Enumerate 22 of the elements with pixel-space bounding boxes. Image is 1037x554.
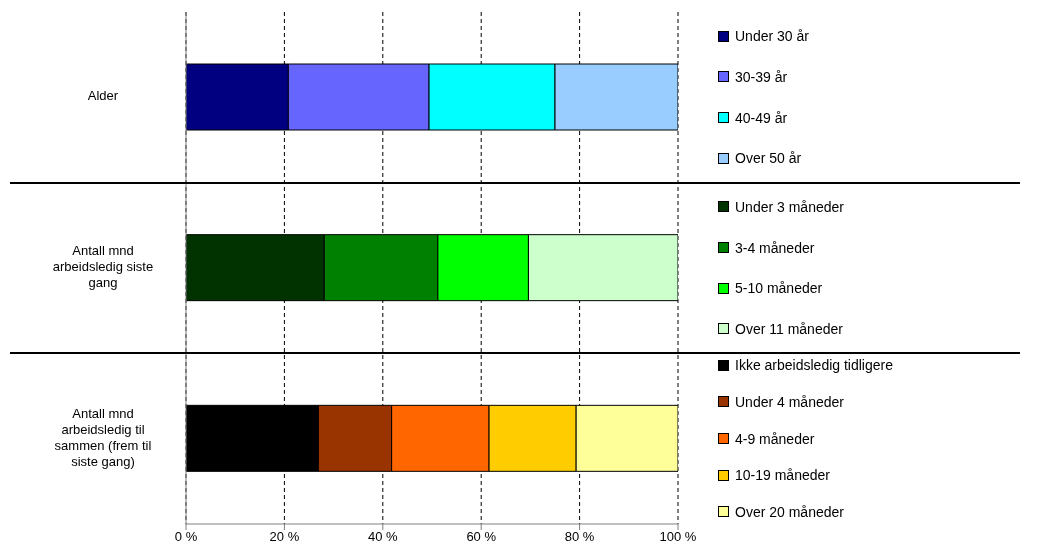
- legend-label: 4-9 måneder: [735, 430, 815, 447]
- x-tick-label: 20 %: [269, 529, 300, 545]
- y-tick-label: Alder: [87, 88, 119, 104]
- legend-label: 5-10 måneder: [735, 280, 823, 297]
- x-tick-label: 0 %: [174, 529, 198, 545]
- legend-label: Under 4 måneder: [735, 393, 844, 410]
- legend-label: Under 3 måneder: [735, 198, 844, 215]
- legend-label: 3-4 måneder: [735, 239, 815, 256]
- x-tick-label: 80 %: [564, 529, 595, 545]
- legend-label: 30-39 år: [735, 68, 788, 85]
- legend-label: 10-19 måneder: [735, 467, 830, 484]
- legend-label: Ikke arbeidsledig tidligere: [735, 357, 893, 374]
- x-tick-label: 40 %: [367, 529, 399, 545]
- y-tick-label: Antall mnd arbeidsledig til sammen (frem til siste gang): [54, 406, 152, 470]
- x-tick-label: 60 %: [466, 529, 497, 545]
- legend-label: 40-49 år: [735, 109, 788, 126]
- legend-label: Under 30 år: [735, 28, 809, 45]
- x-tick-label: 100 %: [659, 529, 697, 545]
- y-tick-label: Antall mnd arbeidsledig siste gang: [52, 243, 154, 291]
- legend-label: Over 11 måneder: [735, 320, 843, 337]
- legend-label: Over 50 år: [735, 150, 802, 167]
- legend-label: Over 20 måneder: [735, 503, 844, 520]
